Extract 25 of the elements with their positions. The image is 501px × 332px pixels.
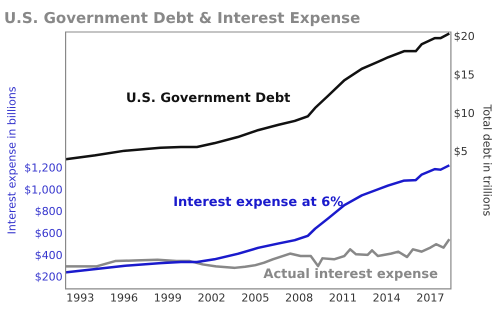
y2-tick-label: $10: [454, 106, 475, 120]
y2-tick-label: $5: [454, 145, 468, 158]
y-tick-label: $1,000: [24, 183, 63, 196]
x-tick-label: 1996: [110, 291, 138, 304]
x-tick-label: 1993: [66, 291, 94, 304]
y-tick-label: $600: [34, 227, 63, 240]
x-tick-label: 2002: [198, 291, 226, 304]
series-label: Actual interest expense: [263, 267, 438, 282]
y-tick-label: $200: [34, 270, 63, 284]
x-tick-label: 2011: [328, 291, 357, 304]
series-label: U.S. Government Debt: [126, 91, 290, 106]
y2-axis-title: Total debt in trillions: [480, 104, 494, 217]
y2-tick-label: $20: [454, 30, 475, 44]
x-tick-label: 2008: [285, 291, 314, 304]
y2-tick-label: $15: [454, 68, 475, 82]
x-tick-label: 2005: [241, 291, 270, 304]
y-axis-title: Interest expense in billions: [5, 86, 18, 234]
series-label: Interest expense at 6%: [173, 195, 344, 210]
x-tick-label: 1999: [154, 291, 182, 304]
y-tick-label: $800: [34, 205, 63, 218]
y-tick-label: $1,200: [24, 161, 63, 174]
x-tick-label: 2014: [372, 291, 401, 304]
x-tick-label: 2017: [416, 291, 444, 304]
y-tick-label: $400: [34, 248, 63, 262]
chart-title: U.S. Government Debt & Interest Expense: [4, 8, 360, 27]
